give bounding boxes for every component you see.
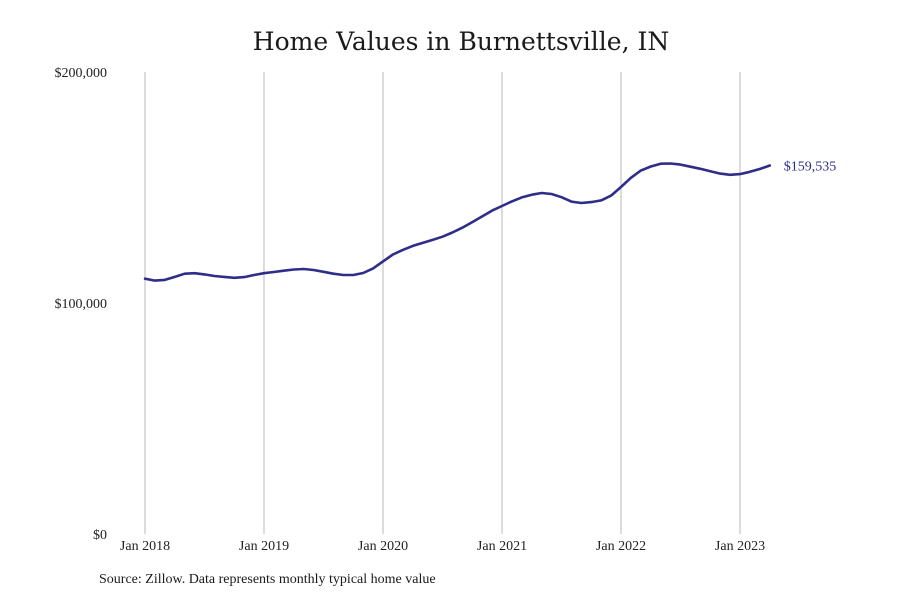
- series-lines: [143, 162, 772, 282]
- data-labels: $159,535: [784, 159, 837, 174]
- gridlines: [144, 72, 741, 534]
- x-tick-label: Jan 2021: [477, 539, 527, 554]
- x-tick-label: Jan 2018: [120, 539, 170, 554]
- y-tick-label: $100,000: [55, 297, 108, 312]
- end-value-label: $159,535: [784, 159, 837, 174]
- x-tick-label: Jan 2020: [358, 539, 408, 554]
- y-axis-ticks: $0 $100,000 $200,000: [55, 66, 108, 543]
- series-line: [143, 162, 772, 282]
- x-tick-label: Jan 2023: [715, 539, 765, 554]
- x-tick-label: Jan 2019: [239, 539, 289, 554]
- x-axis-ticks: Jan 2018 Jan 2019 Jan 2020 Jan 2021 Jan 2022…: [120, 539, 765, 554]
- y-tick-label: $200,000: [55, 66, 108, 81]
- source-note: Source: Zillow. Data represents monthly …: [99, 572, 436, 587]
- x-tick-label: Jan 2022: [596, 539, 646, 554]
- chart-title: Home Values in Burnettsville, IN: [252, 27, 670, 56]
- y-tick-label: $0: [93, 528, 107, 543]
